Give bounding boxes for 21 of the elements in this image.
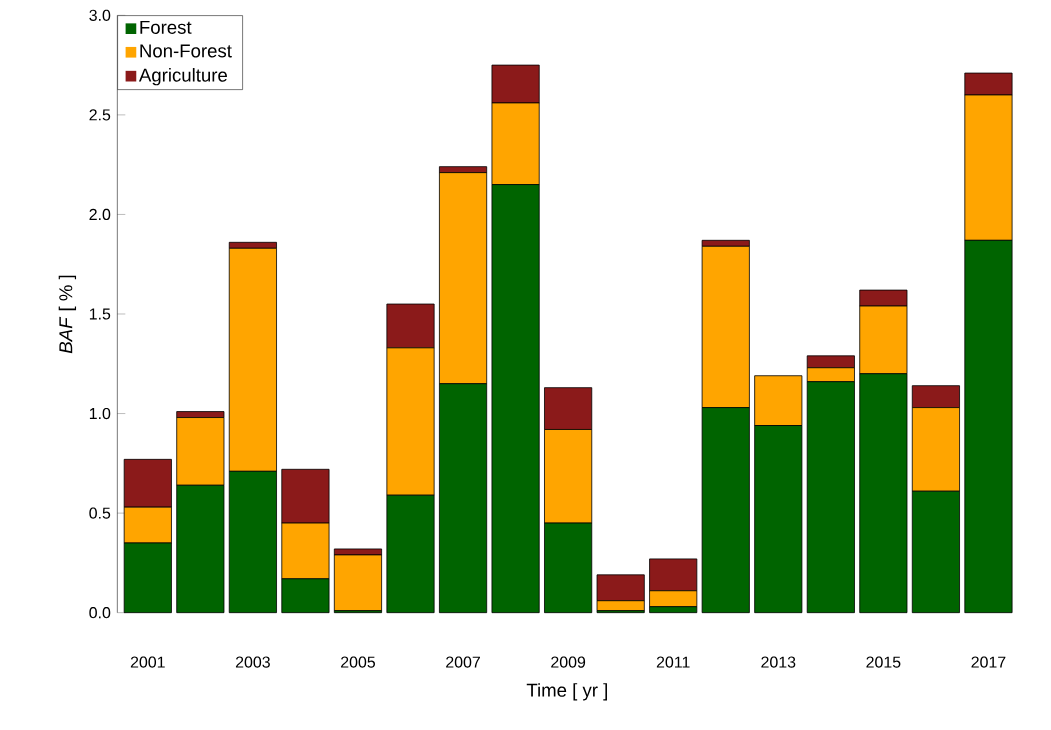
x-axis-title: Time [ yr ] (526, 683, 607, 701)
x-tick-label: 2005 (341, 656, 376, 668)
y-tick-label: 2.0 (89, 208, 111, 221)
x-tick-label: 2001 (130, 656, 165, 668)
x-tick-label: 2011 (656, 656, 690, 668)
legend-label: Non-Forest (140, 44, 232, 58)
y-axis-title: BAF [ % ] (58, 275, 77, 354)
y-tick-label: 1.0 (89, 407, 111, 420)
x-tick-label: 2015 (866, 656, 901, 668)
x-tick-label: 2007 (446, 656, 480, 668)
x-tick-label: 2013 (761, 656, 796, 668)
y-tick-label: 0.0 (89, 607, 111, 619)
y-tick-label: 3.0 (89, 9, 111, 21)
legend-label: Agriculture (138, 68, 227, 86)
x-tick-label: 2017 (971, 656, 1006, 668)
x-tick-label: 2009 (551, 656, 586, 668)
legend-label: Forest (140, 20, 192, 34)
x-tick-label: 2003 (235, 656, 270, 668)
y-tick-label: 1.5 (89, 308, 111, 320)
y-tick-label: 2.5 (89, 109, 111, 121)
y-tick-label: 0.5 (89, 507, 111, 519)
